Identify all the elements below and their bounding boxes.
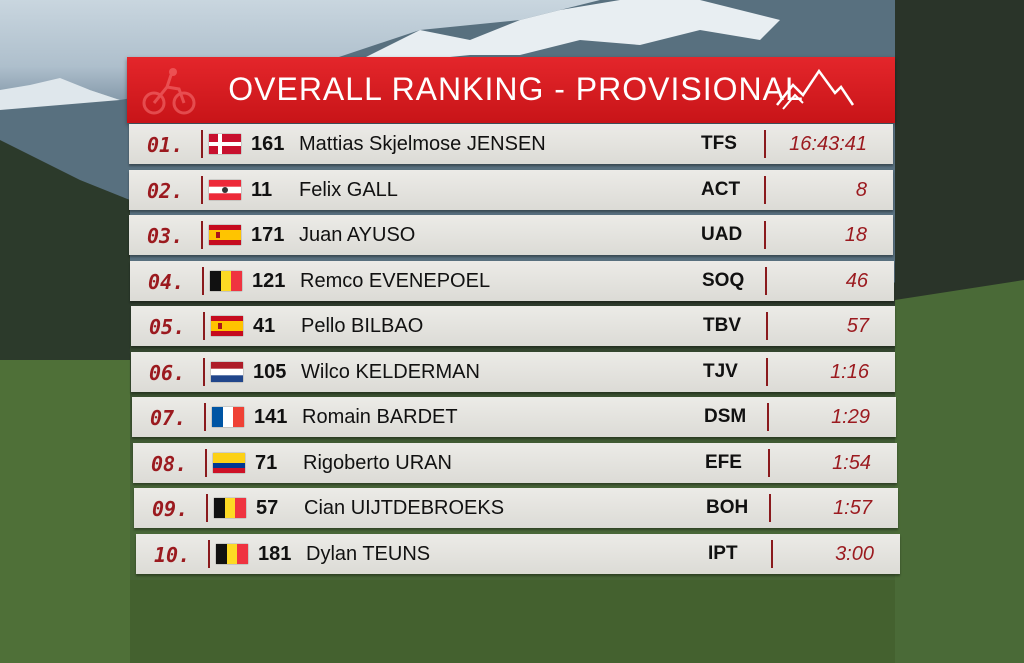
belgium-flag xyxy=(216,543,248,564)
divider xyxy=(764,221,766,249)
france-flag xyxy=(212,407,244,427)
netherlands-flag xyxy=(211,361,243,382)
rider-name: Juan AYUSO xyxy=(299,224,416,246)
bib-number: 121 xyxy=(252,269,286,292)
time-gap: 18 xyxy=(844,224,867,246)
rank-position: 02. xyxy=(147,178,184,203)
divider xyxy=(204,403,206,431)
rider-name: Wilco KELDERMAN xyxy=(301,360,480,383)
team-code: DSM xyxy=(704,406,747,427)
team-code: BOH xyxy=(706,497,749,518)
team-code: TFS xyxy=(701,133,737,154)
rider-name: Pello BILBAO xyxy=(301,315,424,337)
divider xyxy=(768,448,770,477)
divider xyxy=(764,130,766,158)
rank-position: 09. xyxy=(152,497,189,521)
bib-number: 71 xyxy=(255,451,278,474)
time-gap: 1:29 xyxy=(831,406,870,428)
ranking-row: 03. 171 Juan AYUSO UAD 18 xyxy=(129,215,893,255)
austria-flag xyxy=(209,179,241,200)
divider xyxy=(201,130,203,158)
divider xyxy=(201,221,203,249)
bib-number: 57 xyxy=(256,497,279,519)
bib-number: 141 xyxy=(254,406,288,428)
ranking-row: 07. 141 Romain BARDET DSM 1:29 xyxy=(132,397,896,437)
time-gap: 57 xyxy=(846,315,869,337)
bib-number: 161 xyxy=(251,133,285,155)
rank-position: 06. xyxy=(149,360,186,385)
ranking-header: OVERALL RANKING - PROVISIONAL xyxy=(127,57,895,123)
rider-name: Mattias Skjelmose JENSEN xyxy=(299,133,546,155)
rider-name: Romain BARDET xyxy=(302,406,458,428)
divider xyxy=(208,539,210,568)
divider xyxy=(201,175,203,204)
cyclist-logo-icon xyxy=(142,68,196,115)
rider-name: Rigoberto URAN xyxy=(303,451,452,474)
divider xyxy=(202,266,204,295)
mountain-logo-icon xyxy=(776,68,855,110)
ranking-row: 06. 105 Wilco KELDERMAN TJV 1:16 xyxy=(131,351,895,392)
team-code: UAD xyxy=(701,224,743,245)
spain-flag xyxy=(209,225,241,245)
divider xyxy=(205,448,207,477)
rank-position: 03. xyxy=(147,224,184,248)
rider-name: Felix GALL xyxy=(299,178,398,201)
divider xyxy=(771,539,773,568)
divider xyxy=(766,312,768,340)
page-title: OVERALL RANKING - PROVISIONAL xyxy=(228,70,804,107)
time-gap: 46 xyxy=(845,269,868,292)
rank-position: 07. xyxy=(150,406,187,430)
bib-number: 181 xyxy=(258,542,292,565)
ranking-row: 02. 11 Felix GALL ACT 8 xyxy=(129,169,893,210)
time-gap: 16:43:41 xyxy=(789,133,867,155)
time-gap: 1:16 xyxy=(830,360,869,383)
ranking-row: 04. 121 Remco EVENEPOEL SOQ 46 xyxy=(130,260,894,301)
team-code: TJV xyxy=(703,360,738,382)
divider xyxy=(765,266,767,295)
ranking-row: 05. 41 Pello BILBAO TBV 57 xyxy=(131,306,895,346)
ranking-row: 01. 161 Mattias Skjelmose JENSEN TFS 16:43:4… xyxy=(129,124,893,164)
ranking-row: 08. 71 Rigoberto URAN EFE 1:54 xyxy=(133,442,897,483)
ranking-row: 09. 57 Cian UIJTDEBROEKS BOH 1:57 xyxy=(134,488,898,528)
rider-name: Dylan TEUNS xyxy=(306,542,431,565)
divider xyxy=(769,494,771,522)
divider xyxy=(766,357,768,386)
team-code: IPT xyxy=(708,542,738,564)
divider xyxy=(767,403,769,431)
team-code: EFE xyxy=(705,451,742,473)
rank-position: 01. xyxy=(147,133,184,157)
rank-position: 08. xyxy=(151,451,188,476)
rank-position: 04. xyxy=(148,269,185,294)
time-gap: 1:54 xyxy=(832,451,871,474)
rider-name: Cian UIJTDEBROEKS xyxy=(304,497,505,519)
bib-number: 171 xyxy=(251,224,285,246)
denmark-flag xyxy=(209,134,241,154)
divider xyxy=(203,357,205,386)
rider-name: Remco EVENEPOEL xyxy=(300,269,491,292)
bib-number: 105 xyxy=(253,360,287,383)
colombia-flag xyxy=(213,452,245,473)
time-gap: 1:57 xyxy=(833,497,872,519)
rank-position: 10. xyxy=(154,542,191,567)
team-code: TBV xyxy=(703,315,741,336)
belgium-flag xyxy=(210,270,242,291)
team-code: SOQ xyxy=(702,269,745,291)
belgium-flag xyxy=(214,498,246,518)
ranking-row: 10. 181 Dylan TEUNS IPT 3:00 xyxy=(136,533,900,574)
bib-number: 41 xyxy=(253,315,276,337)
rank-position: 05. xyxy=(149,315,186,339)
bib-number: 11 xyxy=(251,178,273,201)
time-gap: 8 xyxy=(855,178,867,201)
divider xyxy=(203,312,205,340)
spain-flag xyxy=(211,316,243,336)
divider xyxy=(206,494,208,522)
team-code: ACT xyxy=(701,178,741,200)
time-gap: 3:00 xyxy=(835,542,874,565)
divider xyxy=(764,175,766,204)
